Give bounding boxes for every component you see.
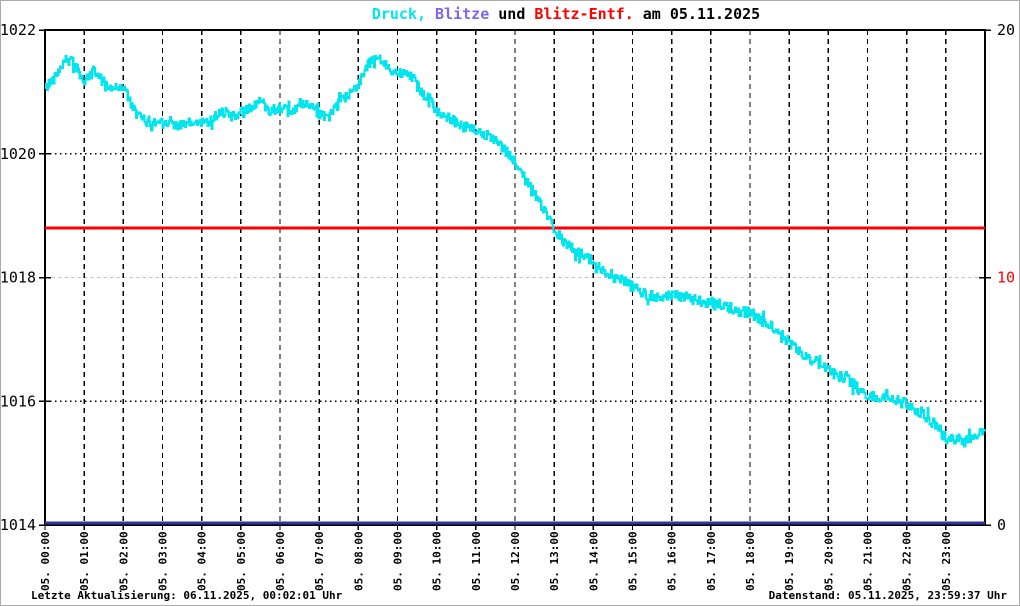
svg-text:05. 17:00: 05. 17:00	[705, 531, 718, 591]
svg-text:05. 01:00: 05. 01:00	[78, 531, 91, 591]
svg-text:05. 08:00: 05. 08:00	[352, 531, 365, 591]
svg-text:1016: 1016	[1, 392, 36, 410]
svg-text:05. 23:00: 05. 23:00	[940, 531, 953, 591]
title-segment-und: und	[498, 5, 526, 23]
svg-text:05. 15:00: 05. 15:00	[627, 531, 640, 591]
x-axis-labels: 05. 00:00 05. 01:00 05. 02:00 05. 03:00 05. …	[39, 525, 953, 591]
svg-text:05. 21:00: 05. 21:00	[862, 531, 875, 591]
svg-text:1014: 1014	[1, 516, 36, 534]
last-update-text: Letzte Aktualisierung: 06.11.2025, 00:02…	[31, 589, 343, 602]
svg-text:1018: 1018	[1, 269, 36, 287]
svg-text:05. 11:00: 05. 11:00	[470, 531, 483, 591]
title-segment-blitz-entf: Blitz-Entf.	[534, 5, 634, 23]
title-segment-druck: Druck,	[371, 5, 427, 23]
svg-text:05. 04:00: 05. 04:00	[196, 531, 209, 591]
svg-text:05. 19:00: 05. 19:00	[783, 531, 796, 591]
svg-text:05. 18:00: 05. 18:00	[744, 531, 757, 591]
svg-text:05. 14:00: 05. 14:00	[587, 531, 600, 591]
svg-text:05. 02:00: 05. 02:00	[117, 531, 130, 591]
data-timestamp-text: Datenstand: 05.11.2025, 23:59:37 Uhr	[768, 589, 1007, 602]
svg-text:05. 13:00: 05. 13:00	[548, 531, 561, 591]
svg-text:05. 09:00: 05. 09:00	[392, 531, 405, 591]
svg-text:05. 07:00: 05. 07:00	[313, 531, 326, 591]
svg-text:05. 10:00: 05. 10:00	[431, 531, 444, 591]
svg-text:05. 05:00: 05. 05:00	[235, 531, 248, 591]
svg-text:05. 20:00: 05. 20:00	[822, 531, 835, 591]
svg-text:1022: 1022	[1, 21, 36, 39]
right-axis-labels: 20 10 0	[979, 21, 1015, 534]
svg-text:05. 12:00: 05. 12:00	[509, 531, 522, 591]
chart-title: Druck, Blitze und Blitz-Entf. am 05.11.2…	[1, 5, 1019, 23]
title-segment-blitze: Blitze	[435, 5, 490, 23]
svg-text:05. 06:00: 05. 06:00	[274, 531, 287, 591]
left-axis-labels: 1014 1016 1018 1020 1022	[1, 21, 51, 534]
title-segment-date: am 05.11.2025	[642, 5, 761, 23]
svg-text:05. 16:00: 05. 16:00	[666, 531, 679, 591]
svg-text:10: 10	[997, 269, 1015, 287]
svg-text:1020: 1020	[1, 145, 36, 163]
svg-text:05. 00:00: 05. 00:00	[39, 531, 52, 591]
svg-text:0: 0	[997, 516, 1006, 534]
svg-text:05. 22:00: 05. 22:00	[901, 531, 914, 591]
svg-text:20: 20	[997, 21, 1015, 39]
vertical-gridlines	[83, 30, 947, 525]
series-druck-line	[44, 54, 987, 448]
svg-text:05. 03:00: 05. 03:00	[157, 531, 170, 591]
